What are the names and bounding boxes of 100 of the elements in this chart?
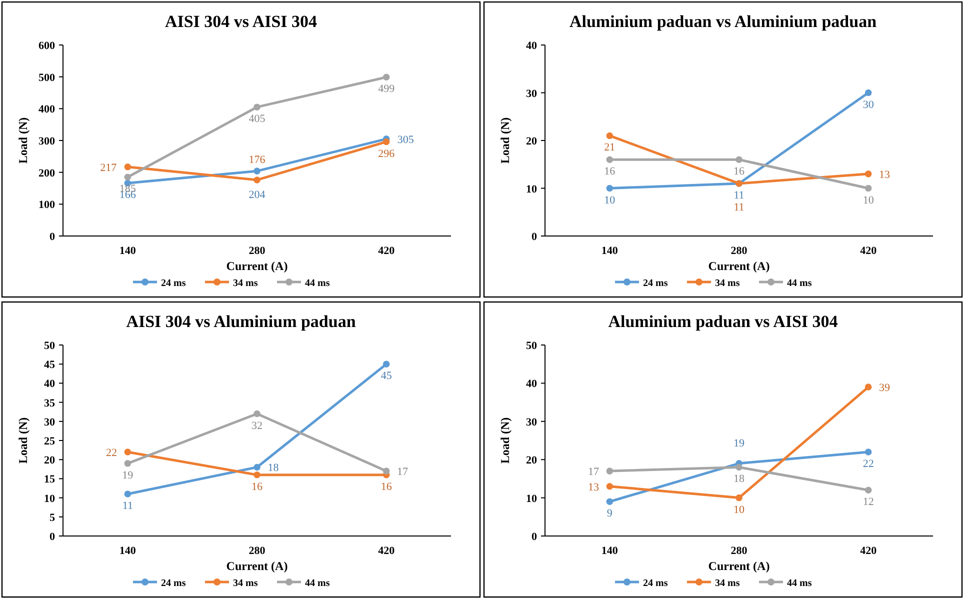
data-label: 499	[378, 83, 396, 96]
legend-label: 24 ms	[161, 578, 186, 589]
point	[382, 138, 390, 146]
data-label: 45	[380, 370, 392, 382]
point	[736, 156, 742, 163]
x-axis-title: Current (A)	[226, 559, 288, 573]
point	[736, 464, 742, 471]
y-tick-label: 300	[38, 136, 56, 148]
y-tick-label: 10	[44, 492, 56, 505]
data-label: 39	[879, 382, 891, 394]
chart-title: AISI 304 vs Aluminium paduan	[126, 312, 356, 331]
y-tick-label: 0	[50, 531, 56, 543]
y-tick-label: 40	[526, 378, 538, 390]
x-tick-label: 420	[378, 545, 396, 557]
data-label: 18	[268, 462, 280, 474]
data-label: 16	[252, 480, 263, 493]
y-tick-label: 15	[44, 474, 56, 486]
data-label: 18	[734, 473, 745, 486]
y-tick-label: 40	[526, 40, 538, 52]
data-label: 17	[397, 466, 409, 478]
point	[254, 410, 260, 418]
data-label: 296	[378, 148, 396, 160]
legend-label: 34 ms	[715, 578, 740, 589]
chart-title: AISI 304 vs AISI 304	[164, 12, 318, 31]
point	[864, 448, 872, 456]
x-tick-label: 280	[730, 545, 748, 557]
y-tick-label: 40	[44, 378, 56, 390]
legend-label: 34 ms	[233, 278, 258, 289]
point	[606, 498, 614, 505]
x-tick-label: 420	[860, 545, 878, 557]
data-label: 204	[248, 189, 266, 202]
data-label: 10	[604, 194, 616, 206]
y-tick-label: 50	[526, 340, 538, 352]
legend-label: 24 ms	[161, 278, 186, 289]
y-tick-label: 20	[44, 454, 56, 467]
data-label: 11	[734, 201, 744, 214]
data-label: 16	[380, 480, 392, 493]
x-tick-label: 280	[248, 545, 266, 557]
x-tick-label: 420	[378, 245, 396, 257]
legend-label: 44 ms	[305, 278, 330, 289]
legend-label: 34 ms	[715, 278, 740, 289]
point	[864, 184, 872, 192]
x-axis-title: Current (A)	[226, 259, 288, 273]
point	[864, 170, 872, 178]
y-tick-label: 30	[526, 416, 538, 428]
point	[606, 184, 614, 192]
point	[606, 482, 614, 490]
data-label: 13	[588, 481, 600, 494]
legend-label: 24 ms	[643, 278, 668, 289]
x-tick-label: 140	[119, 545, 136, 557]
point	[606, 468, 614, 474]
point	[124, 174, 132, 180]
y-tick-label: 600	[38, 40, 56, 52]
legend-label: 24 ms	[643, 578, 668, 589]
data-label: 17	[588, 466, 600, 478]
data-label: 22	[862, 458, 874, 470]
point	[254, 464, 260, 471]
x-tick-label: 420	[860, 245, 878, 257]
data-label: 16	[604, 166, 616, 178]
point	[864, 384, 872, 390]
data-label: 32	[252, 420, 262, 432]
y-tick-label: 45	[44, 359, 56, 372]
x-tick-label: 280	[248, 245, 266, 257]
x-axis-title: Current (A)	[708, 259, 770, 273]
y-tick-label: 400	[38, 104, 56, 116]
y-tick-label: 5	[50, 512, 56, 524]
legend-label: 44 ms	[787, 278, 812, 289]
data-label: 12	[862, 496, 874, 508]
y-axis-title: Load (N)	[498, 117, 512, 164]
data-label: 11	[122, 500, 133, 512]
y-tick-label: 30	[526, 88, 538, 100]
legend-label: 44 ms	[305, 578, 330, 589]
point	[254, 472, 260, 478]
point	[864, 89, 872, 96]
point	[124, 460, 132, 467]
point	[124, 164, 132, 170]
point	[254, 104, 260, 110]
data-label: 9	[606, 508, 613, 520]
data-label: 21	[604, 142, 616, 154]
y-tick-label: 30	[44, 416, 56, 428]
chart-title: Aluminium paduan vs AISI 304	[608, 312, 838, 331]
data-label: 30	[862, 98, 874, 111]
data-label: 305	[397, 134, 414, 146]
x-tick-label: 140	[601, 245, 618, 257]
data-label: 10	[734, 504, 745, 516]
y-tick-label: 35	[44, 397, 56, 410]
y-tick-label: 500	[38, 72, 56, 84]
y-tick-label: 50	[44, 340, 56, 352]
y-tick-label: 0	[532, 531, 538, 543]
data-label: 22	[106, 446, 117, 459]
data-label: 176	[248, 154, 266, 166]
y-tick-label: 0	[50, 231, 56, 243]
data-label: 217	[100, 162, 118, 174]
x-tick-label: 140	[601, 545, 618, 557]
y-axis-title: Load (N)	[498, 417, 512, 464]
data-label: 11	[734, 189, 744, 202]
x-tick-label: 280	[730, 245, 748, 257]
point	[124, 448, 132, 456]
y-tick-label: 0	[532, 231, 538, 243]
point	[124, 490, 132, 498]
